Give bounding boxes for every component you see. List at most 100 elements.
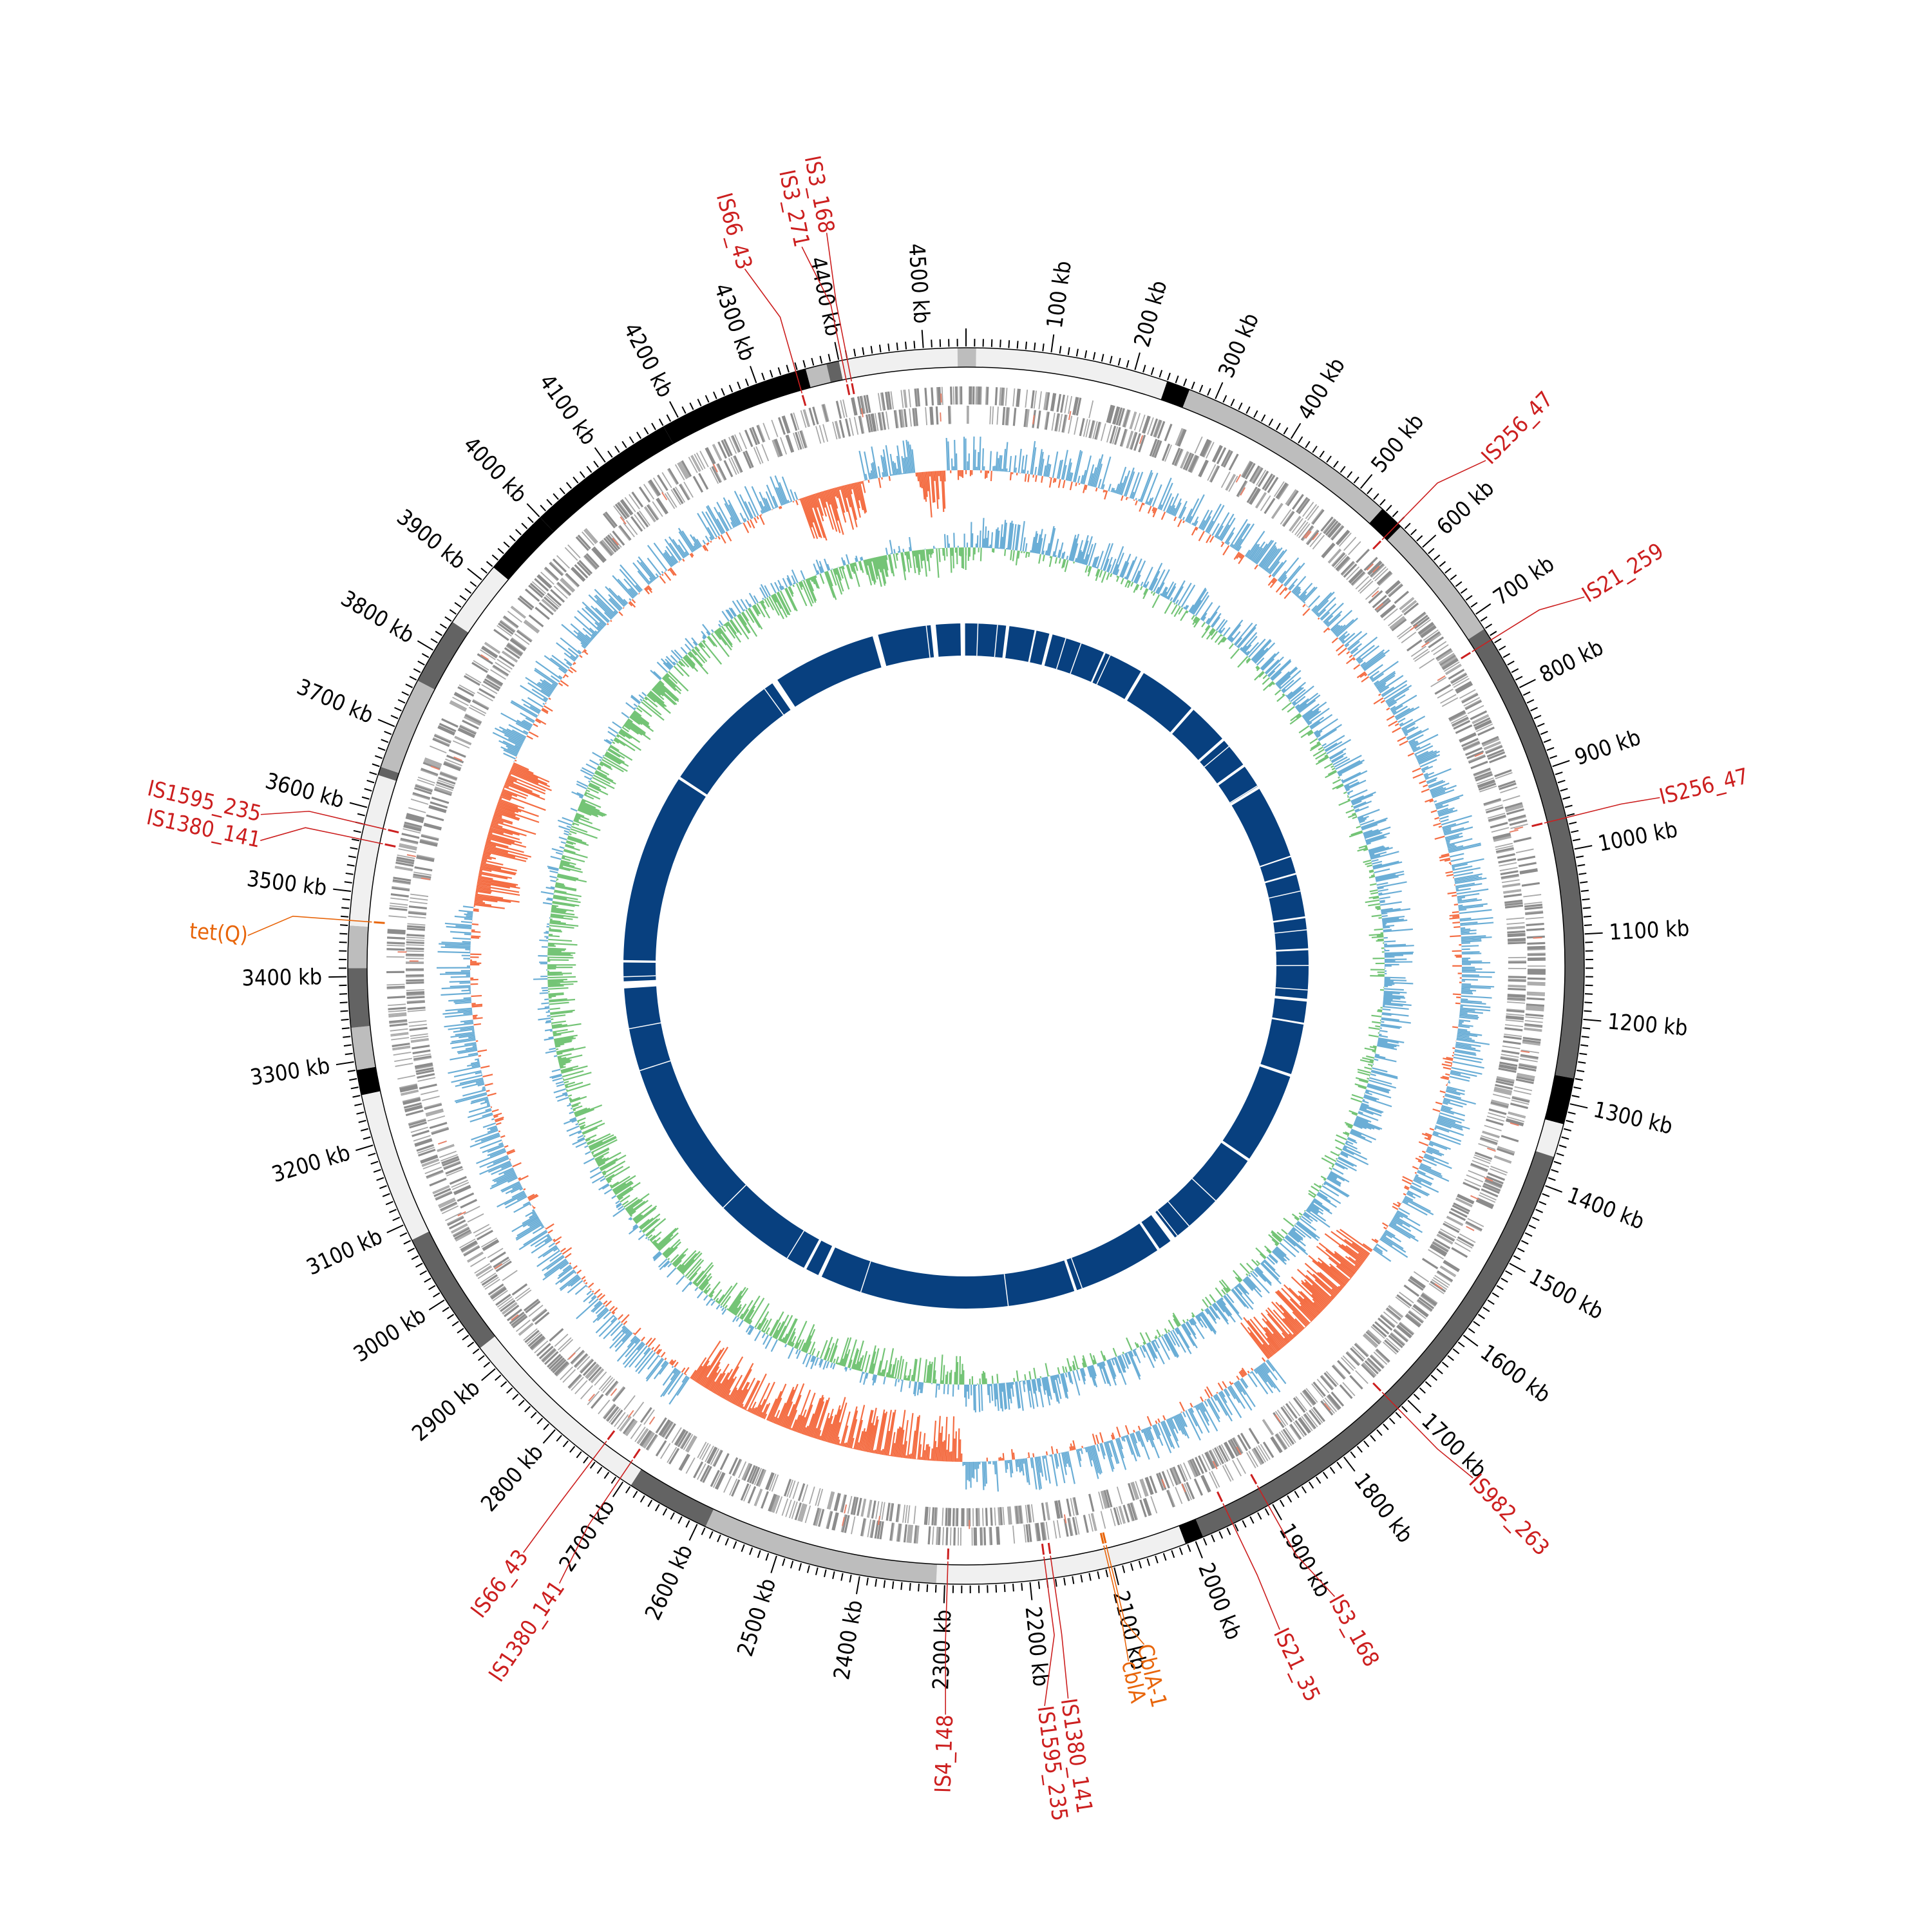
tick-label: 3700 kb [293,674,377,729]
annotation-mark [1099,1533,1104,1544]
annotation-mark [1102,1532,1107,1544]
tick-label: 1500 kb [1525,1264,1608,1325]
synteny-gap [1196,737,1226,764]
tick-label: 2400 kb [829,1598,868,1682]
contig-inner-border [366,366,1566,1566]
annotation-mark [947,1548,950,1560]
contig-block [540,426,674,532]
contig-block [349,775,397,927]
annotation-leader-line [1043,1556,1055,1707]
annotation-mark [1372,1382,1382,1392]
tick-label: 600 kb [1432,475,1499,540]
contig-block [493,517,554,580]
tick-label: 2600 kb [640,1540,698,1624]
is-element-label: IS4_148 [930,1714,958,1794]
gc-skew-negative [547,547,1385,1385]
tick-label: 900 kb [1571,724,1644,771]
annotation-leader-line [1472,596,1585,652]
tick-label: 1200 kb [1607,1009,1689,1041]
gc-content-above-mean [436,436,1495,1492]
tick-label: 4500 kb [903,243,934,325]
contig-block [381,680,435,773]
synteny-gap [676,775,710,799]
annotation-leader-line [1381,1392,1473,1479]
contig-ring [347,347,1585,1585]
annotation-mark [851,383,855,395]
tick-label: 4200 kb [618,319,678,402]
synteny-gap [1219,1139,1252,1163]
synteny-gap [1228,785,1262,807]
annotation-leader-line [523,1441,607,1553]
annotation-leader-line [260,827,383,845]
annotation-mark [388,829,399,833]
annotation-leader-line [1103,1545,1130,1662]
synteny-gap [1269,1017,1307,1025]
contig-block [1387,526,1484,640]
contig-block [663,368,811,444]
rna-features [397,393,1542,1530]
synteny-gap [1027,627,1037,665]
tick-marks [328,328,1603,1604]
tick-label: 4100 kb [534,370,601,450]
tick-label: 2900 kb [407,1375,485,1446]
tick-label: 4300 kb [709,280,761,365]
annotation-leader-line [801,246,848,383]
tick-label: 3800 kb [336,585,419,649]
annotation-mark [1047,1542,1052,1554]
tick-label: 3100 kb [303,1224,386,1280]
gc-content-below-mean [469,470,1463,1462]
synteny-gap [1270,916,1308,923]
cds-feature-track [386,386,1546,1546]
gc-skew-positive [533,518,1414,1413]
is-element-label: IS66_43 [466,1545,533,1623]
tick-label: 700 kb [1489,551,1559,611]
tick-label: 3600 kb [263,768,347,814]
mobile-element-marks [374,383,1543,1560]
tick-label: 3500 kb [245,866,328,902]
contig-block [826,361,843,383]
tick-label: 2700 kb [554,1495,620,1577]
synteny-gap [960,621,965,659]
is-element-label: IS256_47 [1477,386,1558,469]
annotation-mark [846,384,851,395]
synteny-ring [623,623,1309,1309]
is-element-label: IS256_47 [1657,763,1751,810]
contig-block [377,766,399,781]
contig-block [966,348,976,368]
tick-label: 400 kb [1293,354,1350,425]
cds-features-reverse [386,386,1546,1546]
tick-label: 1300 kb [1591,1097,1674,1140]
tick-label: 2800 kb [476,1439,549,1517]
tick-label: 2300 kb [928,1609,956,1690]
synteny-gap [771,677,797,712]
tick-label: 3300 kb [249,1053,332,1091]
is-element-label: IS3_168 [1323,1590,1384,1671]
contig-block [705,1509,938,1584]
contig-block [1369,509,1401,540]
tick-label: 100 kb [1042,260,1077,330]
tick-label: 2500 kb [732,1575,781,1660]
tick-label: 1100 kb [1609,916,1690,945]
synteny-gap [1123,669,1146,703]
annotation-mark [1372,540,1382,550]
is-element-label: IS21_35 [1268,1624,1325,1706]
contig-block [361,1091,430,1240]
tick-label: 1800 kb [1349,1468,1418,1548]
annotation-leader-line [1222,1503,1280,1630]
annotation-mark [801,395,807,406]
synteny-gap [1215,763,1247,787]
synteny-gap [1168,706,1195,736]
annotation-leader-line [1544,797,1660,824]
contig-block [350,1025,376,1070]
tick-label: 3900 kb [392,504,470,574]
contig-block [1160,381,1190,408]
synteny-gap [621,960,659,963]
contig-block [348,925,368,969]
contig-block [1179,1519,1204,1544]
synteny-gap [871,632,887,670]
is-element-label: IS21_259 [1578,538,1669,608]
annotation-leader-line [1381,460,1486,540]
annotation-mark [384,843,396,848]
tick-label: 4400 kb [804,254,846,338]
synteny-gap [621,980,659,989]
